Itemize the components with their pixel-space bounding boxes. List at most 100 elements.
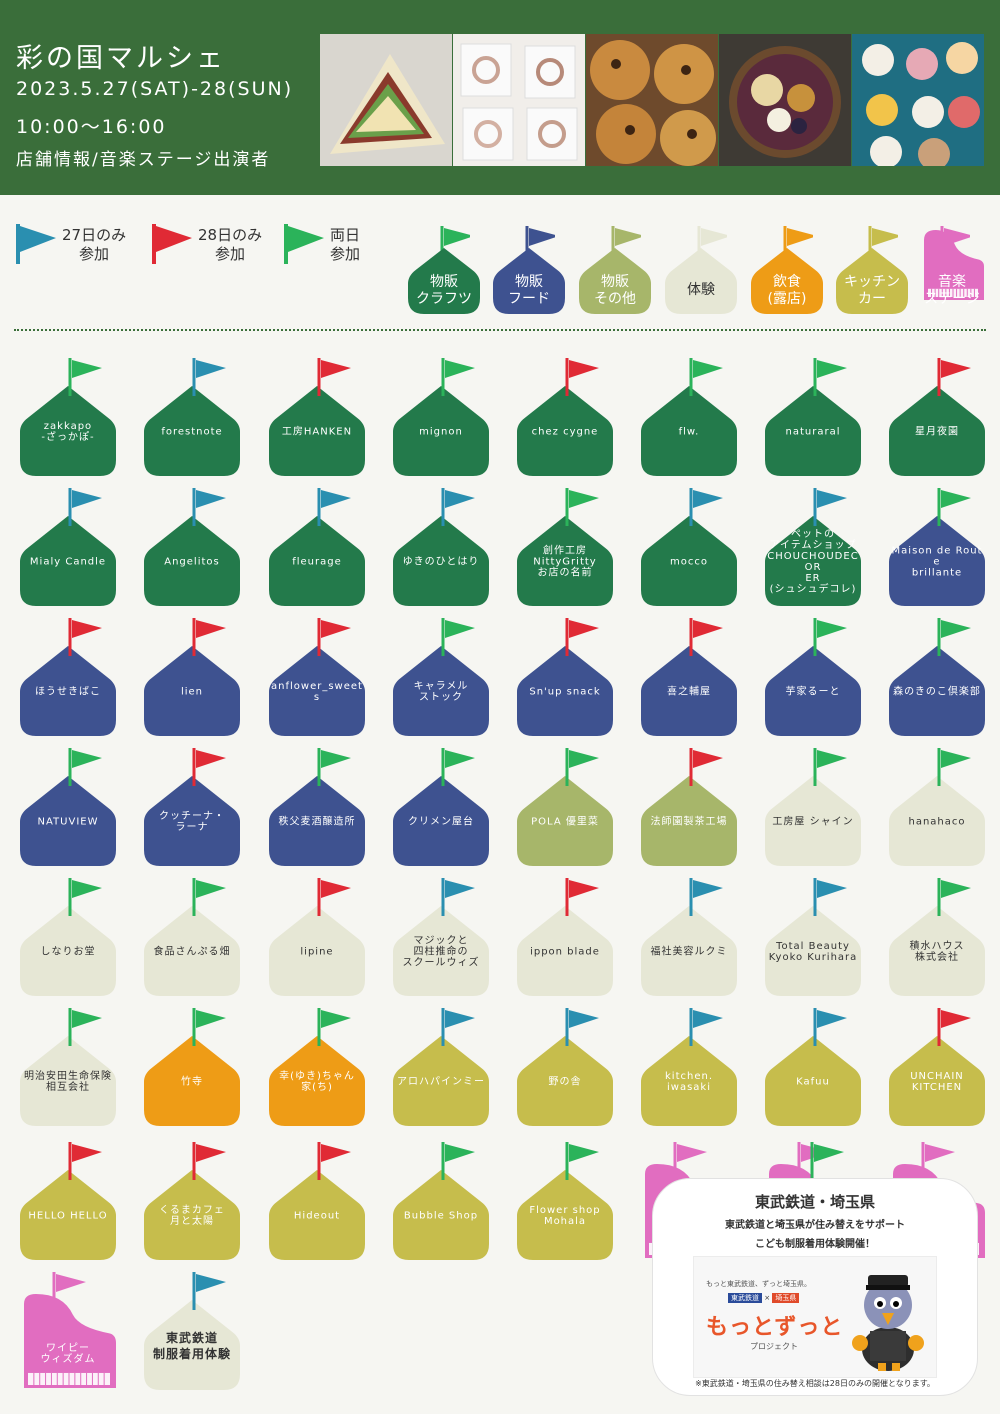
vendor-name: 食品さんぷる畑 — [153, 946, 231, 958]
vendor-name: Bubble Shop — [403, 1210, 479, 1222]
motto-zutto-logo: もっと東武鉄道、ずっと埼玉県。 東武鉄道 × 埼玉県 もっとずっと プロジェクト — [693, 1256, 937, 1378]
day-flag-icon — [317, 618, 351, 656]
day-flag-icon — [813, 1008, 847, 1046]
day-flag-icon — [937, 878, 971, 916]
vendor-name: POLA 優里菜 — [531, 816, 599, 828]
vendor-name: UNCHAIN KITCHEN — [910, 1071, 964, 1093]
vendor-tile: くるまカフェ 月と太陽 — [144, 1138, 240, 1262]
tile-shape — [517, 516, 613, 606]
photo-strip — [320, 34, 985, 166]
tile-shape — [765, 1036, 861, 1126]
vendor-tile: Sn'up snack — [517, 614, 613, 738]
tile-shape — [393, 646, 489, 736]
tile-shape — [393, 386, 489, 476]
legend-day-label: 両日 参加 — [330, 226, 361, 263]
category-label: 体験 — [687, 282, 715, 298]
legend-category-music: 音楽 ステージ — [920, 224, 984, 314]
category-label: 物販 フード — [508, 274, 550, 307]
tile-shape — [765, 646, 861, 736]
tile-shape — [20, 776, 116, 866]
vendor-name: クリメン屋台 — [408, 816, 474, 828]
vendor-tile: ゆきのひとはり — [393, 484, 489, 608]
vendor-tile: 森のきのこ倶楽部 — [889, 614, 985, 738]
tile-shape — [20, 906, 116, 996]
day-flag-icon — [673, 1142, 707, 1180]
vendor-name: くるまカフェ 月と太陽 — [159, 1205, 225, 1227]
tile-shape — [393, 516, 489, 606]
day-flag-icon — [937, 1008, 971, 1046]
vendor-name: hanahaco — [908, 816, 966, 828]
day-flag-icon — [192, 1008, 226, 1046]
vendor-tile: 秩父麦酒醸造所 — [269, 744, 365, 868]
day-flag-icon — [441, 1008, 475, 1046]
tile-shape — [24, 1294, 116, 1388]
tobu-both-days-flag — [810, 1142, 844, 1178]
legend-day-label: 28日のみ 参加 — [198, 226, 263, 263]
category-label: 物販 その他 — [594, 274, 636, 307]
tile-shape — [144, 386, 240, 476]
vendor-tile: zakkapo -ざっかぽ- — [20, 354, 116, 478]
day-flag-icon — [813, 748, 847, 786]
vendor-name: Sn'up snack — [529, 686, 601, 698]
tile-shape — [641, 776, 737, 866]
day-flag-icon — [317, 358, 351, 396]
day-flag-icon — [192, 878, 226, 916]
vendor-name: Angelitos — [164, 556, 220, 568]
vendor-name: NATUVIEW — [37, 816, 99, 828]
day-flag-icon — [689, 748, 723, 786]
vendor-tile: クリメン屋台 — [393, 744, 489, 868]
category-flag-icon — [611, 226, 641, 256]
vendor-name: 幸(ゆき)ちゃん 家(ち) — [279, 1071, 355, 1093]
day-flag-icon — [813, 618, 847, 656]
day-flag-icon — [689, 358, 723, 396]
vendor-tile: UNCHAIN KITCHEN — [889, 1004, 985, 1128]
vendor-tile: 芋家るーと — [765, 614, 861, 738]
acai-bowl-photo — [719, 34, 851, 166]
vendor-tile: Mialy Candle — [20, 484, 116, 608]
legend-category-dining: 飲食 (露店) — [751, 224, 823, 314]
day-flag-icon — [68, 618, 102, 656]
tile-shape — [20, 386, 116, 476]
day-flag-icon — [192, 358, 226, 396]
logo-small-text: もっと東武鉄道、ずっと埼玉県。 — [706, 1280, 811, 1288]
vendor-name: Maison de Route brillante — [891, 545, 983, 579]
vendor-tile: 創作工房 NittyGritty お店の名前 — [517, 484, 613, 608]
vendor-tile: 明治安田生命保険 相互会社 — [20, 1004, 116, 1128]
vendor-tile: 積水ハウス 株式会社 — [889, 874, 985, 998]
tile-shape — [517, 776, 613, 866]
vendor-name: kitchen. iwasaki — [665, 1071, 713, 1093]
tile-shape — [641, 386, 737, 476]
vendor-name: 工房屋 シャイン — [772, 816, 854, 828]
category-label: 飲食 (露店) — [767, 274, 807, 307]
vendor-name: 福社美容ルクミ — [650, 946, 728, 958]
vendor-tile: Hideout — [269, 1138, 365, 1262]
vendor-tile: 工房HANKEN — [269, 354, 365, 478]
tile-shape — [20, 1036, 116, 1126]
tile-shape — [889, 646, 985, 736]
vendor-tile: ペットの アイテムショップ CHOUCHOUDECOR ER (シュシュデコレ) — [765, 484, 861, 608]
vendor-tile: forestnote — [144, 354, 240, 478]
vendor-name: lipine — [300, 946, 334, 958]
plush-charms-photo — [852, 34, 984, 166]
vendor-name: 竹寺 — [181, 1076, 203, 1088]
tile-shape — [641, 646, 737, 736]
legend-flag-1 — [152, 224, 192, 264]
vendor-name: HELLO HELLO — [28, 1210, 108, 1222]
logo-tag-saitama: 埼玉県 — [772, 1293, 800, 1303]
vendor-name: 法師園製茶工場 — [650, 816, 728, 828]
vendor-tile: Angelitos — [144, 484, 240, 608]
vendor-tile: 野の舎 — [517, 1004, 613, 1128]
vendor-tile: Flower shop Mohala — [517, 1138, 613, 1262]
day-flag-icon — [689, 878, 723, 916]
vendor-tile: 福社美容ルクミ — [641, 874, 737, 998]
vendor-tile: ippon blade — [517, 874, 613, 998]
logo-tag-tobu: 東武鉄道 — [728, 1293, 762, 1303]
vendor-name: Mialy Candle — [29, 556, 107, 568]
day-flag-icon — [937, 618, 971, 656]
day-flag-icon — [441, 1142, 475, 1180]
category-flag-icon — [868, 226, 898, 256]
tile-shape — [889, 906, 985, 996]
vendor-name: ippon blade — [530, 946, 600, 958]
vendor-name: ゆきのひとはり — [402, 556, 480, 568]
vendor-tile: 法師園製茶工場 — [641, 744, 737, 868]
